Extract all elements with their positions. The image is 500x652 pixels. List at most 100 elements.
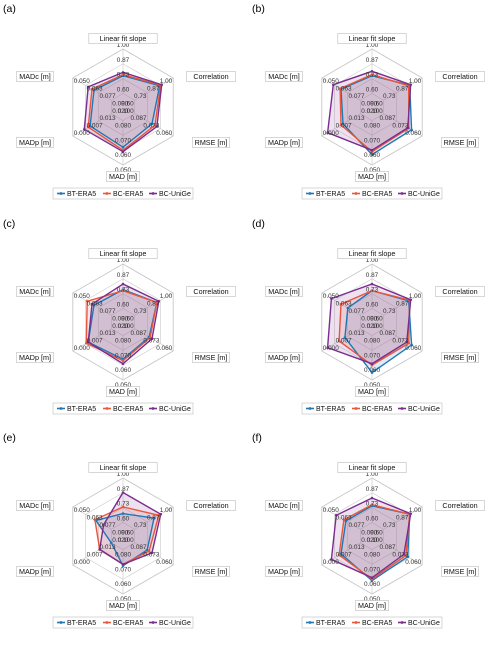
tick-label: 0.013 <box>349 115 365 122</box>
data-point <box>370 503 374 507</box>
tick-label: 0.073 <box>392 552 408 559</box>
axis-label-box <box>186 500 236 511</box>
axis-label: RMSE [m] <box>444 138 477 147</box>
tick-label: 0.063 <box>336 300 352 307</box>
tick-label: 0.100 <box>118 108 134 115</box>
legend-marker <box>354 621 358 624</box>
grid-spoke <box>383 113 423 137</box>
radar-panel-a: (a)0.600.730.871.000.600.730.871.000.100… <box>3 3 236 200</box>
data-point <box>92 88 96 92</box>
tick-label: 0.73 <box>383 308 396 315</box>
data-point <box>152 516 156 520</box>
legend-label: BT-ERA5 <box>316 406 345 413</box>
data-point <box>338 87 342 90</box>
tick-label: 1.00 <box>160 293 173 300</box>
axis-label: MADc [m] <box>19 72 51 81</box>
tick-label: 0.077 <box>100 93 116 100</box>
tick-label: 0.073 <box>392 338 408 345</box>
legend-marker <box>59 621 63 624</box>
data-point <box>330 558 333 561</box>
axis-label-box <box>265 71 303 82</box>
tick-label: 1.00 <box>366 471 379 478</box>
data-point <box>405 340 409 344</box>
grid-spoke <box>383 77 423 101</box>
legend-label: BT-ERA5 <box>67 191 96 198</box>
axis-label: Correlation <box>193 72 228 81</box>
tick-label: 0.87 <box>117 486 130 493</box>
legend-box <box>52 187 194 200</box>
series-fill <box>339 290 410 366</box>
tick-label: 0.070 <box>115 566 131 573</box>
tick-label: 1.00 <box>117 257 130 264</box>
tick-label: 0.73 <box>366 72 379 79</box>
tick-label: 0.100 <box>367 323 383 330</box>
data-point <box>342 518 346 522</box>
tick-label: 0.050 <box>74 78 90 85</box>
tick-label: 0.020 <box>361 537 377 544</box>
tick-label: 0.000 <box>74 559 90 566</box>
data-point <box>402 553 406 556</box>
data-point <box>121 150 125 153</box>
panel-label: (d) <box>252 218 265 230</box>
series-fill <box>95 513 154 566</box>
tick-label: 0.60 <box>370 315 383 322</box>
data-point <box>409 298 413 302</box>
panel-label: (f) <box>252 432 262 444</box>
tick-label: 0.87 <box>396 514 409 521</box>
tick-label: 0.073 <box>392 123 408 130</box>
axis-label-box <box>16 500 54 511</box>
axis-label: RMSE [m] <box>444 567 477 576</box>
tick-label: 0.87 <box>396 300 409 307</box>
axis-label-box <box>441 566 479 577</box>
data-point <box>337 553 341 557</box>
axis-label: Linear fit slope <box>100 463 147 472</box>
data-point <box>86 85 90 89</box>
tick-label: 0.87 <box>117 57 130 64</box>
data-point <box>153 124 157 127</box>
tick-label: 0.60 <box>366 516 379 523</box>
grid-spoke <box>134 542 174 566</box>
tick-label: 0.000 <box>323 130 339 137</box>
legend-label: BC-UniGe <box>159 406 191 413</box>
data-point <box>121 512 125 515</box>
tick-label: 0.013 <box>349 544 365 551</box>
data-point <box>98 548 101 551</box>
axis-label-box <box>435 286 485 297</box>
data-point <box>370 576 374 579</box>
tick-label: 0.020 <box>361 323 377 330</box>
data-point <box>326 346 329 350</box>
tick-label: 0.007 <box>336 552 352 559</box>
data-point <box>93 518 97 522</box>
axis-label: MADp [m] <box>19 567 51 576</box>
tick-label: 0.063 <box>336 514 352 521</box>
data-point <box>370 371 374 374</box>
tick-label: 0.60 <box>366 302 379 309</box>
legend-marker <box>105 621 109 624</box>
data-point <box>86 125 90 129</box>
tick-label: 0.100 <box>118 537 134 544</box>
data-point <box>410 343 413 347</box>
data-point <box>150 122 154 126</box>
data-point <box>343 336 347 339</box>
axis-label-box <box>337 33 407 44</box>
tick-label: 0.087 <box>131 544 147 551</box>
axis-label: Linear fit slope <box>349 34 396 43</box>
data-point <box>326 131 329 134</box>
legend-label: BT-ERA5 <box>67 406 96 413</box>
data-point <box>121 563 125 566</box>
tick-label: 0.87 <box>147 514 160 521</box>
data-point <box>110 541 113 545</box>
legend-marker <box>59 192 63 195</box>
axis-label-box <box>16 352 54 363</box>
tick-label: 1.00 <box>409 293 422 300</box>
data-point <box>160 83 163 86</box>
data-point <box>90 302 94 306</box>
tick-label: 0.077 <box>349 93 365 100</box>
tick-label: 1.00 <box>117 471 130 478</box>
tick-label: 0.73 <box>134 93 147 100</box>
panel-label: (c) <box>3 218 15 230</box>
axis-label-box <box>16 71 54 82</box>
tick-label: 0.073 <box>143 552 159 559</box>
axis-label-box <box>106 171 140 182</box>
